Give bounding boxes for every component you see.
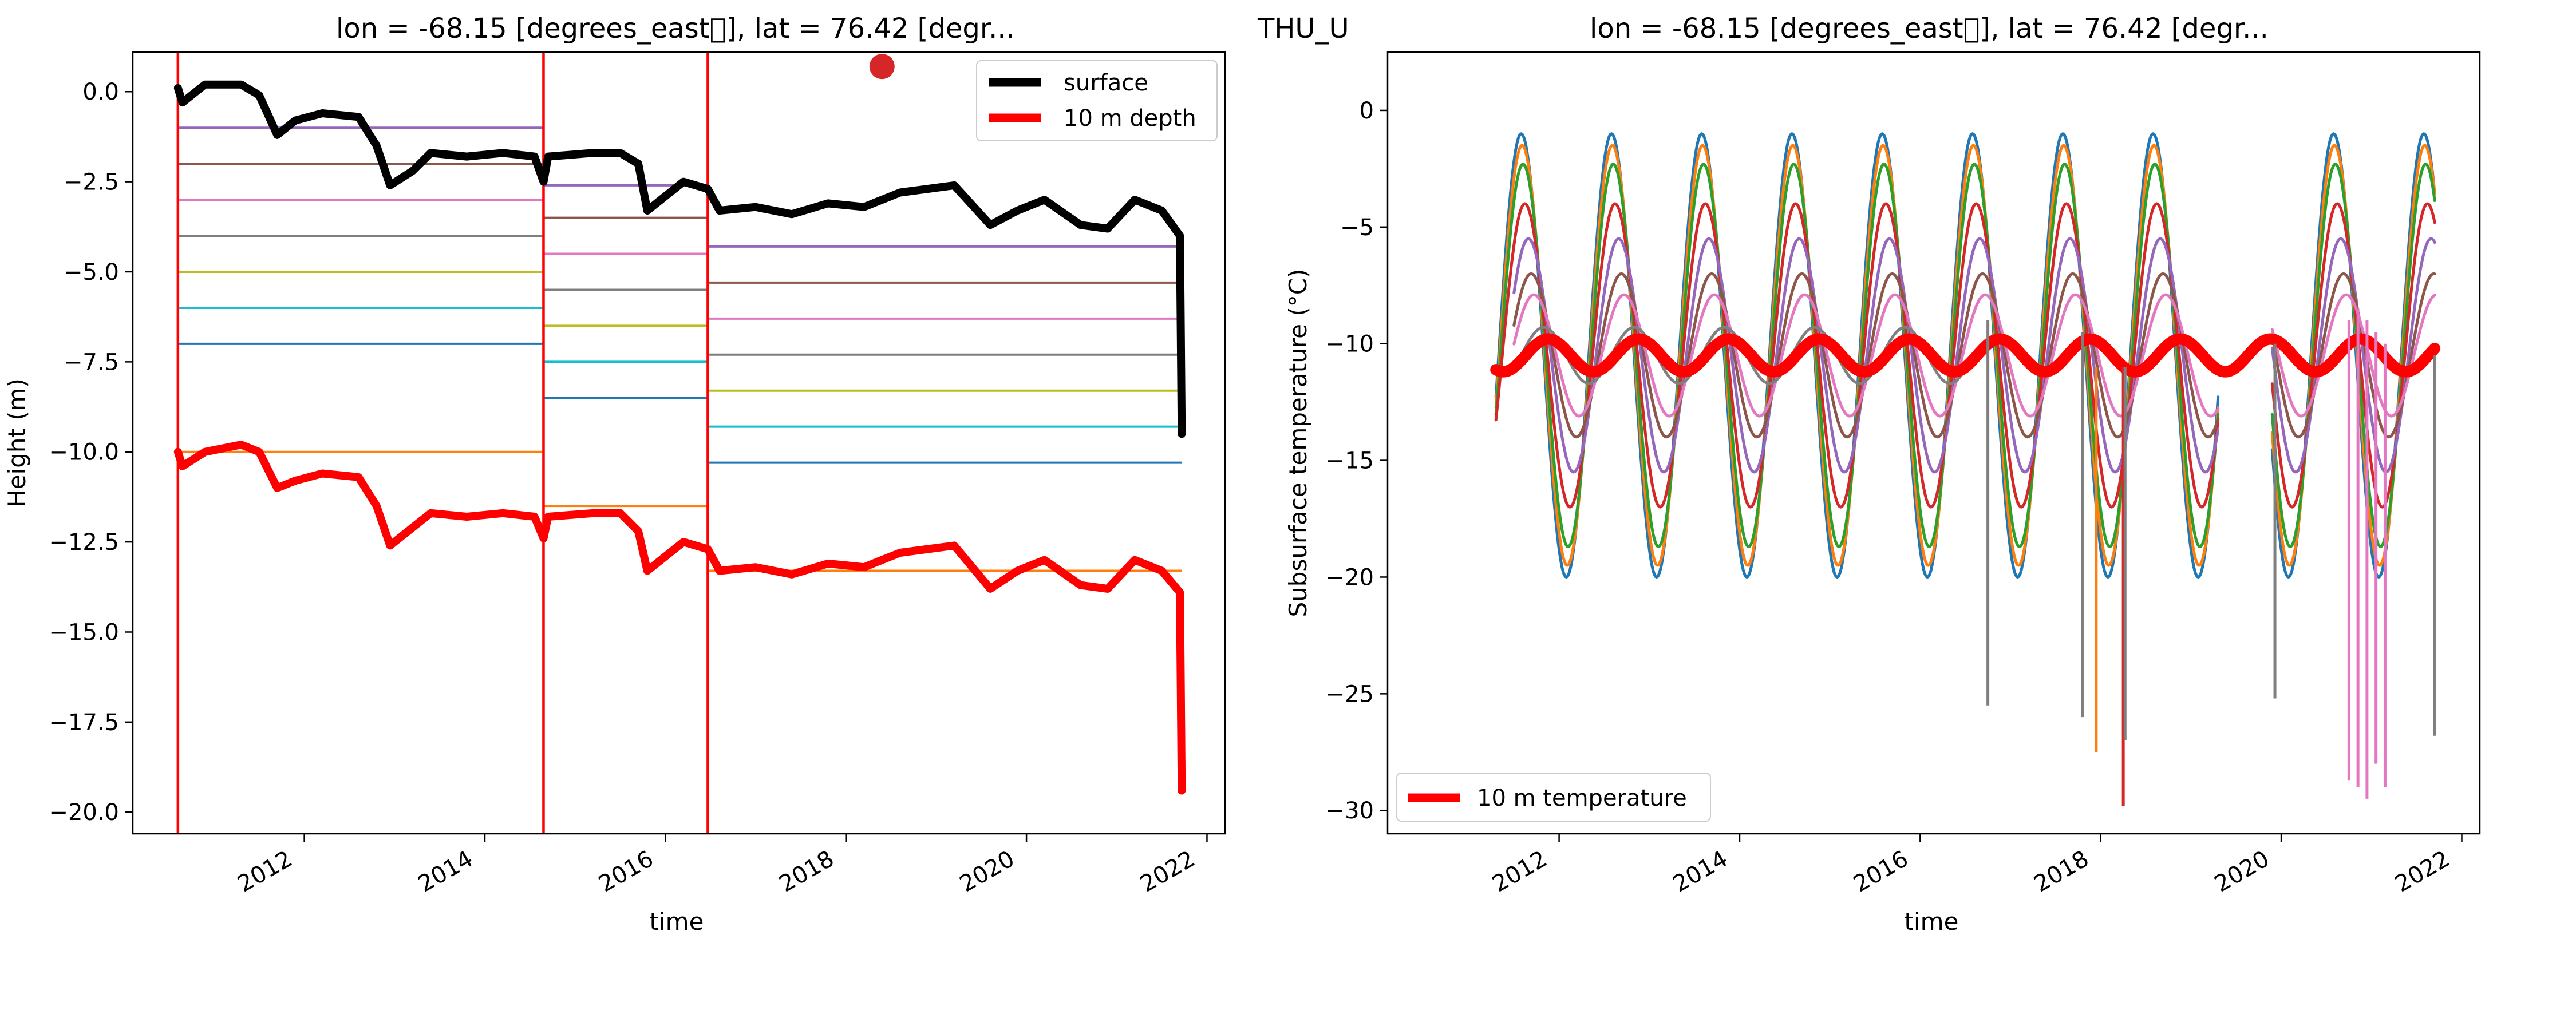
height-chart-title: lon = -68.15 [degrees_east ], lat = 76.4… <box>336 13 1015 45</box>
legend-label-10m-temperature: 10 m temperature <box>1477 785 1687 811</box>
station-label: THU_U <box>1257 13 1349 45</box>
temperature-10m-line <box>1490 333 2441 378</box>
height-chart-legend: surface 10 m depth <box>976 60 1218 141</box>
y-tick-label: −20 <box>1326 564 1374 591</box>
y-tick-label: −10.0 <box>49 439 119 466</box>
temperature-chart-traces <box>1490 132 2441 806</box>
y-tick-label: −17.5 <box>49 710 119 736</box>
y-tick-label: −12.5 <box>49 529 119 556</box>
surface-height-line <box>173 80 1186 438</box>
depth-10m-line <box>173 441 1186 795</box>
temperature-sensor-line <box>2270 237 2436 474</box>
y-tick-label: 0 <box>1360 98 1374 124</box>
temperature-sensor-line <box>1512 237 2220 474</box>
y-tick-label: −2.5 <box>64 169 119 196</box>
y-tick-label: −7.5 <box>64 349 119 375</box>
temperature-y-axis-ticks: 0 −5 −10 −15 −20 −25 −30 <box>1326 98 1388 824</box>
y-tick-label: −30 <box>1326 798 1374 824</box>
legend-box <box>1396 772 1711 822</box>
temperature-chart-frame <box>1386 51 2481 835</box>
y-tick-label: −5.0 <box>64 259 119 286</box>
y-tick-label: −20.0 <box>49 799 119 826</box>
temperature-chart-title: lon = -68.15 [degrees_east ], lat = 76.4… <box>1590 13 2269 45</box>
temperature-y-axis-label: Subsurface temperature (°C) <box>1284 269 1312 617</box>
temperature-sensor-line <box>2270 293 2436 418</box>
height-chart-traces <box>173 52 1186 834</box>
y-tick-label: −5 <box>1340 215 1374 241</box>
legend-label-surface: surface <box>1064 70 1148 96</box>
y-tick-label: −15.0 <box>49 619 119 645</box>
legend-label-10m-depth: 10 m depth <box>1064 105 1196 132</box>
height-y-axis-label: Height (m) <box>3 378 31 508</box>
y-tick-label: −25 <box>1326 681 1374 707</box>
height-chart-frame <box>132 51 1226 835</box>
marker-point <box>869 54 895 80</box>
temperature-x-axis-label: time <box>1905 908 1959 936</box>
height-x-axis-label: time <box>650 908 704 936</box>
y-tick-label: −10 <box>1326 331 1374 358</box>
height-y-axis-ticks: 0.0 −2.5 −5.0 −7.5 −10.0 −12.5 −15.0 −17.5 −20.0 <box>49 79 133 826</box>
y-tick-label: −15 <box>1326 448 1374 474</box>
y-tick-label: 0.0 <box>82 79 119 105</box>
temperature-chart-legend: 10 m temperature <box>1396 772 1711 822</box>
